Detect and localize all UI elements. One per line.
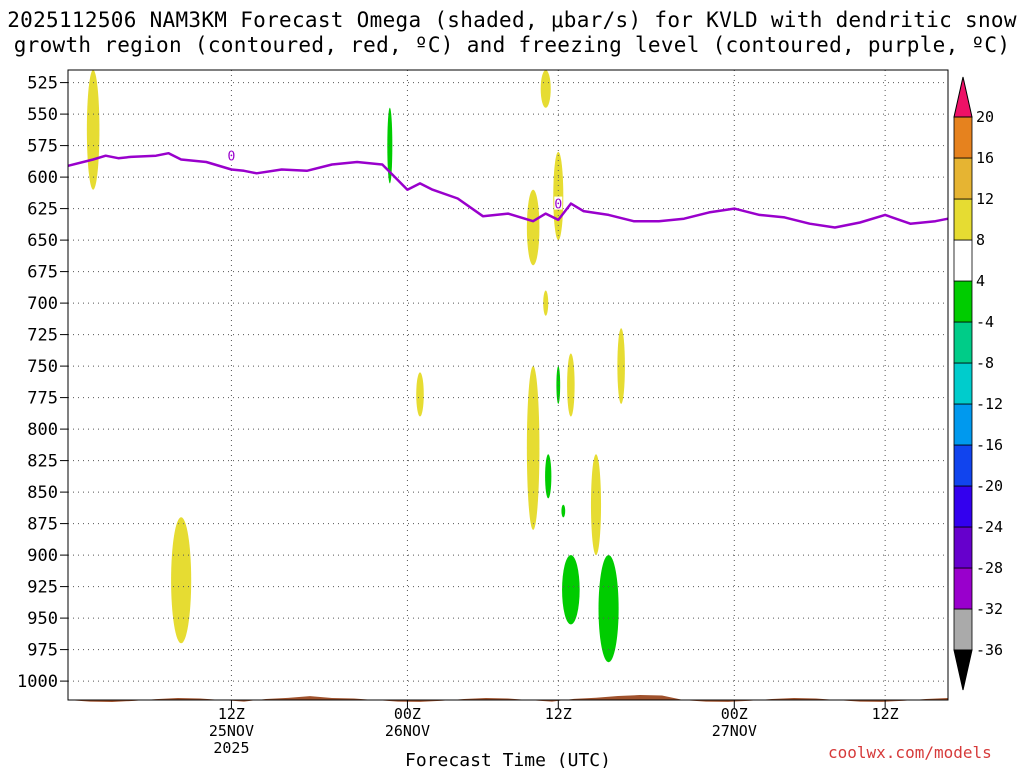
y-tick-label: 750 — [27, 357, 58, 377]
colorbar-segment — [953, 362, 973, 405]
freezing-label-bg — [227, 148, 236, 162]
x-tick-label: 00Z — [394, 705, 421, 723]
gridlines — [68, 70, 948, 700]
omega-feature-0 — [86, 70, 100, 190]
freezing-level-line — [67, 151, 949, 229]
y-tick-label: 925 — [27, 578, 58, 598]
colorbar-segment — [953, 116, 973, 159]
x-tick-date: 26NOV — [385, 722, 430, 740]
colorbar-label: -12 — [976, 395, 1003, 413]
omega-feature-4 — [540, 70, 551, 108]
colorbar-segment — [953, 403, 973, 446]
colorbar-label: -32 — [976, 600, 1003, 618]
y-tick-label: 675 — [27, 263, 58, 283]
omega-feature-15 — [562, 555, 580, 625]
colorbar-segment — [953, 198, 973, 241]
colorbar-label: -20 — [976, 477, 1003, 495]
y-tick-label: 825 — [27, 452, 58, 472]
y-tick-label: 550 — [27, 105, 58, 125]
colorbar-segment — [953, 444, 973, 487]
omega-feature-12 — [590, 454, 602, 556]
y-tick-label: 875 — [27, 515, 58, 535]
colorbar-over-arrow — [953, 76, 973, 118]
colorbar-label: -24 — [976, 518, 1003, 536]
colorbar-segment — [953, 608, 973, 651]
omega-feature-16 — [598, 555, 619, 663]
y-tick-label: 600 — [27, 168, 58, 188]
freezing-level-label: 0 — [554, 198, 562, 213]
colorbar-segment — [953, 280, 973, 323]
omega-feature-5 — [526, 189, 540, 266]
colorbar-label: -4 — [976, 313, 994, 331]
x-tick-label: 12Z — [218, 705, 245, 723]
colorbar-label: 8 — [976, 231, 985, 249]
omega-feature-2 — [387, 107, 393, 184]
y-tick-label: 725 — [27, 326, 58, 346]
colorbar-label: 20 — [976, 108, 994, 126]
omega-feature-1 — [171, 517, 192, 644]
colorbar-segment — [953, 239, 973, 282]
omega-shading-layer — [86, 70, 625, 663]
y-tick-label: 975 — [27, 641, 58, 661]
omega-feature-7 — [543, 290, 549, 316]
y-tick-label: 700 — [27, 294, 58, 314]
colorbar-segment — [953, 567, 973, 610]
omega-feature-11 — [617, 328, 625, 404]
chart-title-line2: growth region (contoured, red, ºC) and f… — [13, 33, 1011, 57]
chart-title-line1: 2025112506 NAM3KM Forecast Omega (shaded… — [7, 8, 1017, 32]
colorbar-label: 16 — [976, 149, 994, 167]
omega-feature-13 — [545, 454, 552, 499]
terrain-area — [68, 695, 948, 702]
credit-text: coolwx.com/models — [828, 743, 992, 762]
omega-feature-14 — [561, 504, 566, 518]
y-tick-label: 775 — [27, 389, 58, 409]
x-tick-label: 12Z — [872, 705, 899, 723]
y-axis: 525 550 575 600 625 650 675 700 725 750 775 800 825 8… — [17, 74, 68, 692]
omega-feature-10 — [567, 353, 575, 417]
freezing-level-label: 0 — [228, 150, 236, 165]
y-tick-label: 900 — [27, 546, 58, 566]
x-tick-date: 25NOV — [209, 722, 254, 740]
omega-feature-8 — [526, 366, 540, 530]
plot-frame — [67, 69, 949, 701]
x-tick-label: 12Z — [545, 705, 572, 723]
colorbar-label: -36 — [976, 641, 1003, 659]
colorbar-segment — [953, 157, 973, 200]
y-tick-label: 650 — [27, 231, 58, 251]
omega-feature-3 — [416, 372, 424, 417]
y-tick-label: 525 — [27, 74, 58, 94]
colorbar: -36 -32 -28 -24 -20 -16 -12 -8 -4 4 8 12 16 20 — [953, 76, 1003, 691]
colorbar-segment — [953, 526, 973, 569]
y-tick-label: 1000 — [17, 672, 58, 692]
colorbar-segment — [953, 485, 973, 528]
y-tick-label: 575 — [27, 137, 58, 157]
colorbar-label: -28 — [976, 559, 1003, 577]
colorbar-label: -8 — [976, 354, 994, 372]
colorbar-label: 4 — [976, 272, 985, 290]
terrain-layer — [68, 695, 948, 702]
y-tick-label: 800 — [27, 420, 58, 440]
x-tick-date: 27NOV — [712, 722, 757, 740]
y-tick-label: 950 — [27, 609, 58, 629]
y-tick-label: 850 — [27, 483, 58, 503]
x-tick-label: 00Z — [721, 705, 748, 723]
y-tick-label: 625 — [27, 200, 58, 220]
x-axis-label: Forecast Time (UTC) — [405, 750, 611, 768]
colorbar-label: -16 — [976, 436, 1003, 454]
x-tick-year: 2025 — [213, 739, 249, 757]
freezing-level-layer: 00 — [67, 148, 949, 229]
colorbar-label: 12 — [976, 190, 994, 208]
colorbar-under-arrow — [953, 649, 973, 691]
colorbar-segment — [953, 321, 973, 364]
freezing-label-bg — [554, 196, 563, 210]
